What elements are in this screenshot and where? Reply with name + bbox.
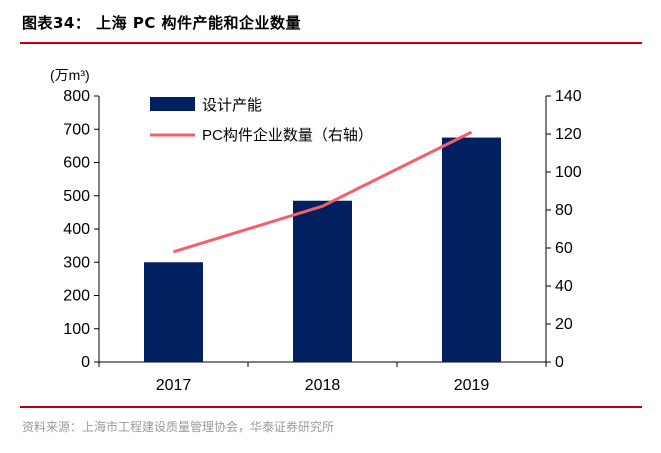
left-tick-label: 0 [81, 354, 90, 371]
left-tick-label: 300 [63, 254, 90, 271]
bar [442, 137, 501, 362]
left-tick-label: 200 [63, 288, 90, 305]
bar-line-chart: 0 100 200 300 400 500 600 700 800 (万m³) 0 20 40 60 80 1… [50, 67, 582, 394]
right-tick-label: 60 [555, 240, 573, 257]
x-tick-label: 2018 [305, 377, 341, 394]
left-tick-label: 700 [63, 121, 90, 138]
left-tick-label: 400 [63, 221, 90, 238]
bar [293, 200, 352, 362]
top-divider [20, 42, 642, 44]
right-tick-label: 100 [555, 164, 582, 181]
x-tick-label: 2017 [156, 377, 192, 394]
bar [144, 262, 203, 362]
left-axis-unit: (万m³) [50, 67, 90, 83]
legend-bar-label: 设计产能 [202, 97, 262, 114]
right-tick-label: 140 [555, 88, 582, 105]
page-title: 图表34： 上海 PC 构件产能和企业数量 [22, 14, 302, 32]
left-tick-label: 100 [63, 321, 90, 338]
legend-line-label: PC构件企业数量（右轴） [202, 126, 373, 144]
right-tick-label: 120 [555, 126, 582, 143]
left-tick-label: 800 [63, 88, 90, 105]
right-tick-label: 0 [555, 354, 564, 371]
x-tick-label: 2019 [454, 377, 490, 394]
left-tick-label: 500 [63, 188, 90, 205]
legend-bar-swatch [150, 97, 195, 111]
right-tick-label: 40 [555, 278, 573, 295]
left-tick-label: 600 [63, 155, 90, 172]
right-tick-label: 20 [555, 316, 573, 333]
source-note: 资料来源：上海市工程建设质量管理协会，华泰证券研究所 [22, 420, 335, 434]
right-tick-label: 80 [555, 202, 573, 219]
bottom-divider [20, 406, 642, 408]
